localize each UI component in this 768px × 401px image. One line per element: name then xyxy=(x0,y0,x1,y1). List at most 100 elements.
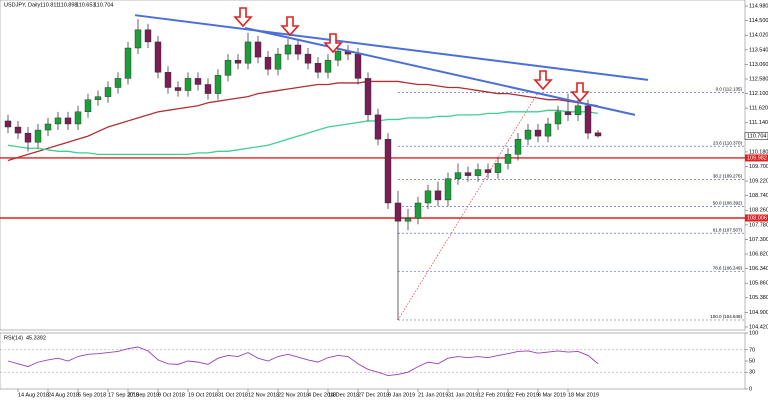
y-tick-label: 112.580 xyxy=(749,76,768,82)
y-tick-label: 111.620 xyxy=(749,106,768,112)
arrow xyxy=(533,70,553,91)
y-tick-label: 113.540 xyxy=(749,47,768,53)
ohlc-close: 110.704 xyxy=(94,2,113,8)
symbol-label: USDJPY, Daily xyxy=(4,2,41,8)
candle-body xyxy=(444,178,452,201)
candle-body xyxy=(14,126,22,134)
arrow xyxy=(570,82,590,103)
candle-body xyxy=(374,114,382,140)
rsi-line xyxy=(7,346,599,377)
candle-body xyxy=(394,202,402,222)
candle-body xyxy=(594,132,602,137)
y-tick-label: 104.900 xyxy=(749,310,768,316)
candle-body xyxy=(214,75,222,94)
moving-average xyxy=(7,80,599,162)
candle-body xyxy=(324,59,332,73)
candle-body xyxy=(204,84,212,94)
fib-label: 50.0 (108.392) xyxy=(713,200,743,205)
candle-body xyxy=(74,111,82,125)
y-tick-label: 109.700 xyxy=(749,164,768,170)
x-tick-label: 22 Nov 2018 xyxy=(278,392,309,398)
candle-body xyxy=(554,111,562,125)
candle-body xyxy=(34,129,42,143)
arrow xyxy=(323,33,343,54)
x-tick-label: 24 Aug 2018 xyxy=(48,392,79,398)
candle-body xyxy=(264,56,272,70)
rsi-tick-label: 30 xyxy=(749,370,755,376)
ohlc-open: 110.811 xyxy=(40,2,59,8)
candle-body xyxy=(544,123,552,137)
x-tick-label: 18 Mar 2019 xyxy=(568,392,599,398)
candle-body xyxy=(114,78,122,88)
y-tick-label: 106.340 xyxy=(749,266,768,272)
candle-body xyxy=(24,132,32,143)
fib-connector xyxy=(397,92,539,321)
x-tick-label: 14 Aug 2018 xyxy=(18,392,49,398)
candle-body xyxy=(274,53,282,70)
y-tick-label: 105.860 xyxy=(749,281,768,287)
ohlc-low: 110.653 xyxy=(76,2,95,8)
y-tick-label: 114.980 xyxy=(749,4,768,10)
x-tick-label: 12 Nov 2018 xyxy=(248,392,279,398)
annotation-arrows xyxy=(233,7,590,103)
price-box xyxy=(745,214,768,222)
arrow xyxy=(280,16,300,37)
candle-body xyxy=(134,29,142,49)
trendline xyxy=(134,14,649,81)
candle-body xyxy=(84,99,92,113)
candle-body xyxy=(294,44,302,55)
fib-label: 0.0 (112.135) xyxy=(716,87,743,92)
candle-body xyxy=(434,190,442,201)
candle-body xyxy=(354,53,362,79)
y-tick-label: 109.220 xyxy=(749,179,768,185)
candle-body xyxy=(284,44,292,55)
x-tick-label: 21 Jan 2019 xyxy=(418,392,448,398)
candle-body xyxy=(384,138,392,204)
trendline xyxy=(244,26,636,116)
candle-body xyxy=(314,63,322,73)
candle-body xyxy=(194,78,202,85)
current-price-label: 110.704 xyxy=(747,133,766,139)
candle-body xyxy=(574,105,582,116)
y-tick-label: 108.740 xyxy=(749,193,768,199)
candle-body xyxy=(254,41,262,58)
fib-label: 38.2 (109.276) xyxy=(713,174,743,179)
x-tick-label: 4 Dec 2018 xyxy=(308,392,336,398)
candle-body xyxy=(424,190,432,204)
rsi-value: 45.3392 xyxy=(26,335,46,341)
candle-body xyxy=(234,59,242,64)
candle-body xyxy=(164,72,172,88)
y-tick-label: 111.140 xyxy=(749,120,768,126)
rsi-tick-label: 0 xyxy=(749,386,752,392)
ohlc-high: 110.898 xyxy=(58,2,77,8)
x-tick-label: 6 Mar 2019 xyxy=(538,392,566,398)
x-tick-label: 9 Oct 2018 xyxy=(158,392,185,398)
candle-body xyxy=(224,59,232,76)
main-panel xyxy=(0,0,746,331)
x-tick-label: 5 Sep 2018 xyxy=(78,392,106,398)
price-box xyxy=(745,154,768,162)
candle-body xyxy=(184,78,192,91)
candle-body xyxy=(484,169,492,173)
x-tick-label: 31 Jan 2019 xyxy=(448,392,478,398)
candle-body xyxy=(154,41,162,73)
price-box-label: 108.006 xyxy=(747,215,767,221)
rsi-panel xyxy=(0,332,746,390)
candle-body xyxy=(504,154,512,164)
candle-body xyxy=(364,78,372,116)
y-tick-label: 114.500 xyxy=(749,18,768,24)
candle-body xyxy=(334,50,342,61)
y-tick-label: 114.020 xyxy=(749,33,768,39)
y-tick-label: 110.180 xyxy=(749,149,768,155)
y-tick-label: 112.100 xyxy=(749,91,768,97)
x-tick-label: 19 Oct 2018 xyxy=(188,392,218,398)
candle-body xyxy=(104,87,112,97)
candle-body xyxy=(524,129,532,140)
fib-label: 61.8 (107.507) xyxy=(713,227,743,232)
y-tick-label: 113.060 xyxy=(749,62,768,68)
fib-label: 23.6 (110.370) xyxy=(713,140,742,145)
moving-average xyxy=(7,109,599,156)
current-price-box xyxy=(744,132,768,140)
x-tick-label: 31 Oct 2018 xyxy=(218,392,248,398)
